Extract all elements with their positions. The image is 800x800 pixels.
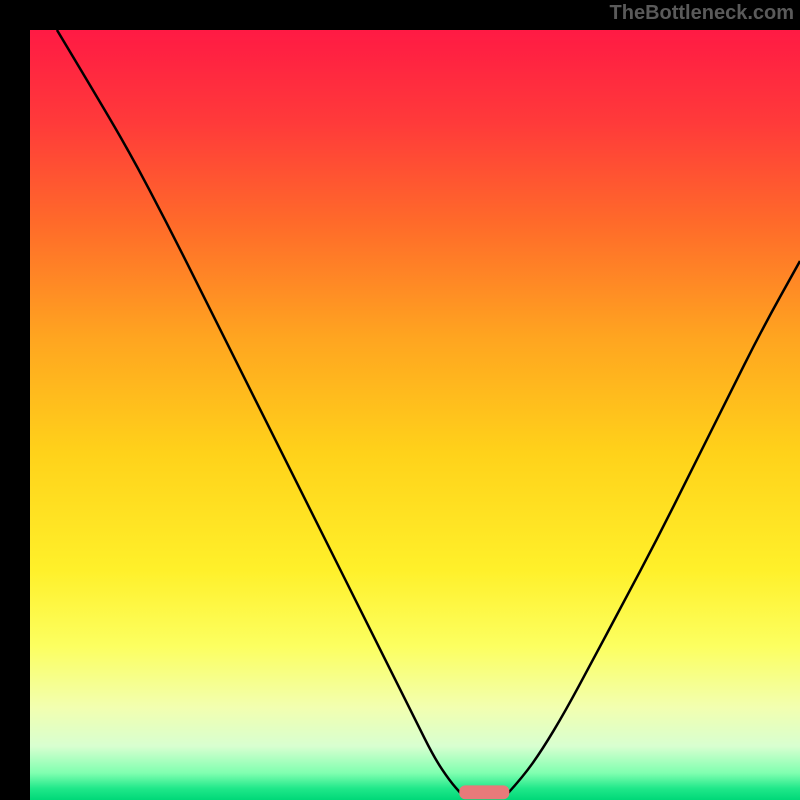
bottleneck-curves xyxy=(30,30,800,800)
bottleneck-marker xyxy=(459,785,509,799)
plot-area xyxy=(30,30,800,800)
right-curve xyxy=(507,261,800,794)
chart-container: TheBottleneck.com xyxy=(0,0,800,800)
left-curve xyxy=(57,30,461,794)
watermark-text: TheBottleneck.com xyxy=(610,2,794,25)
